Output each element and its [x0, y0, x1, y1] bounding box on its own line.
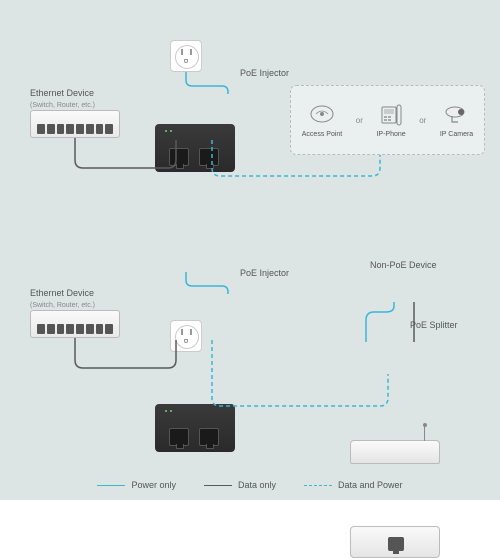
label-poe-splitter: PoE Splitter: [410, 320, 458, 331]
pd-ip-camera: IP Camera: [440, 101, 473, 139]
power-outlet-top: [170, 40, 202, 72]
ethernet-switch-bottom: [30, 310, 120, 338]
or-separator: or: [356, 116, 363, 125]
legend-data-and-power: Data and Power: [304, 480, 403, 490]
legend-data-only: Data only: [204, 480, 276, 490]
label-poe-injector-top: PoE Injector: [240, 68, 289, 79]
pd-ip-phone: IP-Phone: [376, 101, 405, 139]
non-poe-router: [350, 440, 440, 464]
power-outlet-bottom: [170, 320, 202, 352]
access-point-icon: [309, 101, 335, 127]
ip-phone-icon: [378, 101, 404, 127]
label-non-poe: Non-PoE Device: [370, 260, 437, 271]
ethernet-switch-top: [30, 110, 120, 138]
label-ethernet-device-bottom: Ethernet Device (Switch, Router, etc.): [30, 288, 95, 310]
poe-splitter: [350, 526, 440, 558]
or-separator-2: or: [419, 116, 426, 125]
legend: Power only Data only Data and Power: [0, 480, 500, 490]
ip-camera-icon: [444, 101, 470, 127]
poe-injector-top: [155, 124, 235, 172]
pd-access-point: Access Point: [302, 101, 342, 139]
diagram-canvas: Ethernet Device (Switch, Router, etc.) P…: [0, 0, 500, 500]
label-ethernet-device-top: Ethernet Device (Switch, Router, etc.): [30, 88, 95, 110]
label-poe-injector-bottom: PoE Injector: [240, 268, 289, 279]
poe-injector-bottom: [155, 404, 235, 452]
powered-devices-box: Access Point or IP-Phone or IP Camera: [290, 85, 485, 155]
legend-power-only: Power only: [97, 480, 176, 490]
